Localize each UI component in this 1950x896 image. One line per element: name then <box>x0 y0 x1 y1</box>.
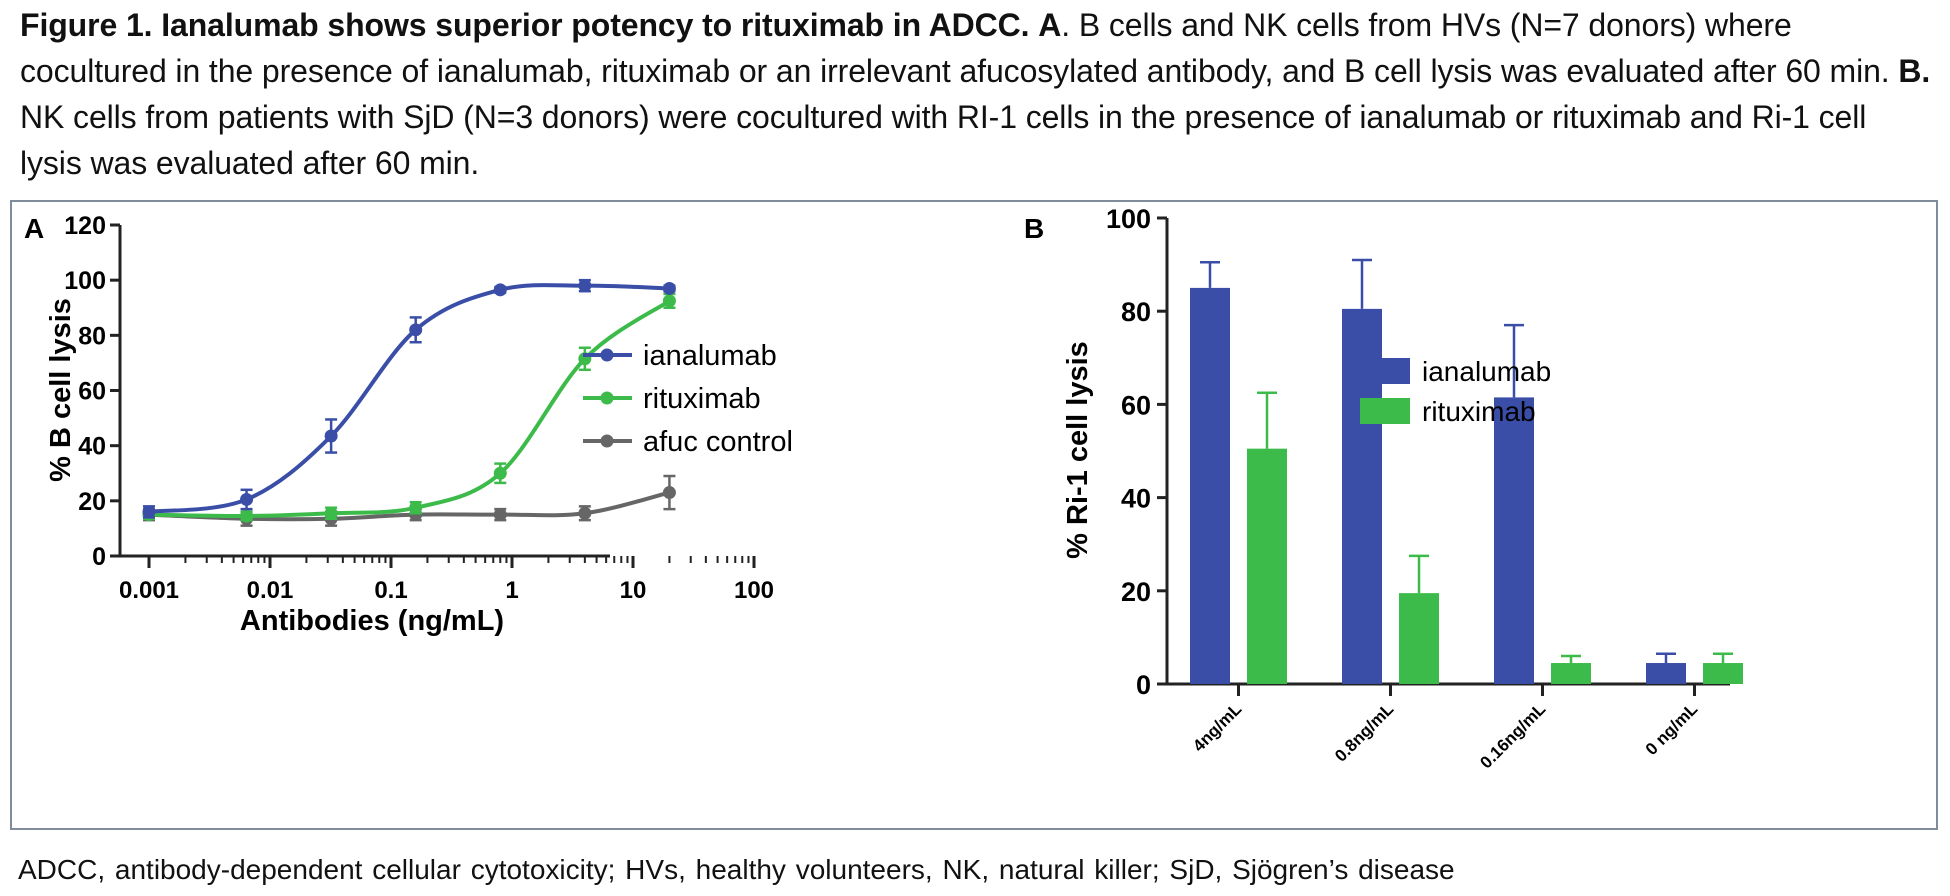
panel-a-data-point <box>240 492 254 506</box>
panel-a-x-axis-title: Antibodies (ng/mL) <box>240 605 504 637</box>
panel-a-data-point <box>662 281 676 295</box>
panel-b-y-tick-label: 40 <box>1121 484 1151 514</box>
panel-a-x-tick-label: 0.01 <box>247 577 294 604</box>
caption-title: Figure 1. Ianalumab shows superior poten… <box>20 7 1030 43</box>
panel-b-bar <box>1551 663 1591 684</box>
panel-a-y-tick-label: 120 <box>64 212 106 240</box>
panel-a-label: A <box>24 213 44 244</box>
panel-b-legend-label: rituximab <box>1422 396 1536 427</box>
panel-a-data-point <box>409 323 423 337</box>
panel-b-y-tick-label: 20 <box>1121 577 1151 607</box>
panel-a-legend-marker <box>600 391 614 405</box>
panel-b-legend-swatch <box>1360 358 1410 384</box>
panel-a-data-point <box>578 279 592 293</box>
panel-b-chart: B 0 20 40 60 80 100 % Ri-1 cell lysis 4ng/mL 0.8n… <box>1024 204 1743 772</box>
panel-b-legend-swatch <box>1360 398 1410 424</box>
panel-a-chart: A 0 20 40 60 80 100 120 0.001 0.01 0.1 1 10 100 Antibo… <box>24 212 793 637</box>
panel-a-data-point <box>324 429 338 443</box>
panel-a-y-tick-label: 80 <box>78 322 106 350</box>
panel-a-data-point <box>409 501 423 515</box>
panel-b-bar <box>1494 397 1534 684</box>
panel-b-bar <box>1703 663 1743 684</box>
panel-a-y-tick-label: 40 <box>78 433 106 461</box>
panel-a-y-axis-title: % B cell lysis <box>45 298 77 482</box>
panel-b-x-tick-label: 0.8ng/mL <box>1331 699 1397 765</box>
panel-a-x-tick-label: 1 <box>505 577 518 604</box>
panel-a-y-tick-label: 100 <box>64 267 106 295</box>
panel-a-data-point <box>662 486 676 500</box>
footnote: ADCC, antibody-dependent cellular cytoto… <box>18 854 1455 885</box>
panel-a-y-tick-label: 60 <box>78 378 106 406</box>
figure-panel-frame <box>10 200 1938 830</box>
panel-b-label: B <box>1024 213 1044 244</box>
panel-b-x-tick-label: 4ng/mL <box>1189 699 1245 755</box>
panel-a-data-point <box>578 506 592 520</box>
panel-a-legend-label: ianalumab <box>643 340 777 372</box>
panel-b-y-tick-label: 0 <box>1136 670 1151 700</box>
figure-charts: A 0 20 40 60 80 100 120 0.001 0.01 0.1 1 10 100 Antibo… <box>24 204 1743 772</box>
panel-a-y-tick-label: 20 <box>78 488 106 516</box>
panel-a-data-point <box>240 509 254 523</box>
panel-a-x-tick-label: 0.1 <box>374 577 407 604</box>
panel-b-x-tick-label: 0 ng/mL <box>1642 699 1702 759</box>
panel-b-legend-label: ianalumab <box>1422 356 1551 387</box>
panel-b-bar <box>1190 287 1230 684</box>
panel-b-bar <box>1247 448 1287 684</box>
panel-b-y-tick-label: 100 <box>1106 204 1151 234</box>
caption-part-b-text: NK cells from patients with SjD (N=3 don… <box>20 99 1867 181</box>
panel-a-x-tick-label: 10 <box>620 577 647 604</box>
panel-b-bar <box>1399 593 1439 684</box>
panel-a-data-point <box>493 466 507 480</box>
panel-a-legend-label: afuc control <box>643 426 793 458</box>
figure-caption: Figure 1. Ianalumab shows superior poten… <box>20 2 1935 186</box>
panel-a-legend-marker <box>600 348 614 362</box>
panel-a-x-tick-label: 0.001 <box>119 577 179 604</box>
caption-part-b-label: B. <box>1898 53 1931 89</box>
panel-a-data-point <box>493 283 507 297</box>
panel-a-data-point <box>662 294 676 308</box>
panel-b-bar <box>1646 663 1686 684</box>
caption-part-a-text: . B cells and NK cells from HVs (N=7 don… <box>20 7 1890 89</box>
caption-part-a-label: A <box>1038 7 1062 43</box>
panel-b-y-axis-title: % Ri-1 cell lysis <box>1062 341 1094 559</box>
panel-b-y-tick-label: 80 <box>1121 297 1151 327</box>
panel-a-data-point <box>142 505 156 519</box>
panel-a-x-tick-label: 100 <box>734 577 774 604</box>
panel-a-legend-marker <box>600 434 614 448</box>
panel-b-x-tick-label: 0.16ng/mL <box>1476 699 1549 772</box>
panel-a-legend-label: rituximab <box>643 383 761 415</box>
panel-a-data-point <box>493 508 507 522</box>
panel-b-y-tick-label: 60 <box>1121 390 1151 420</box>
panel-a-y-tick-label: 0 <box>92 543 106 571</box>
panel-a-data-point <box>324 506 338 520</box>
